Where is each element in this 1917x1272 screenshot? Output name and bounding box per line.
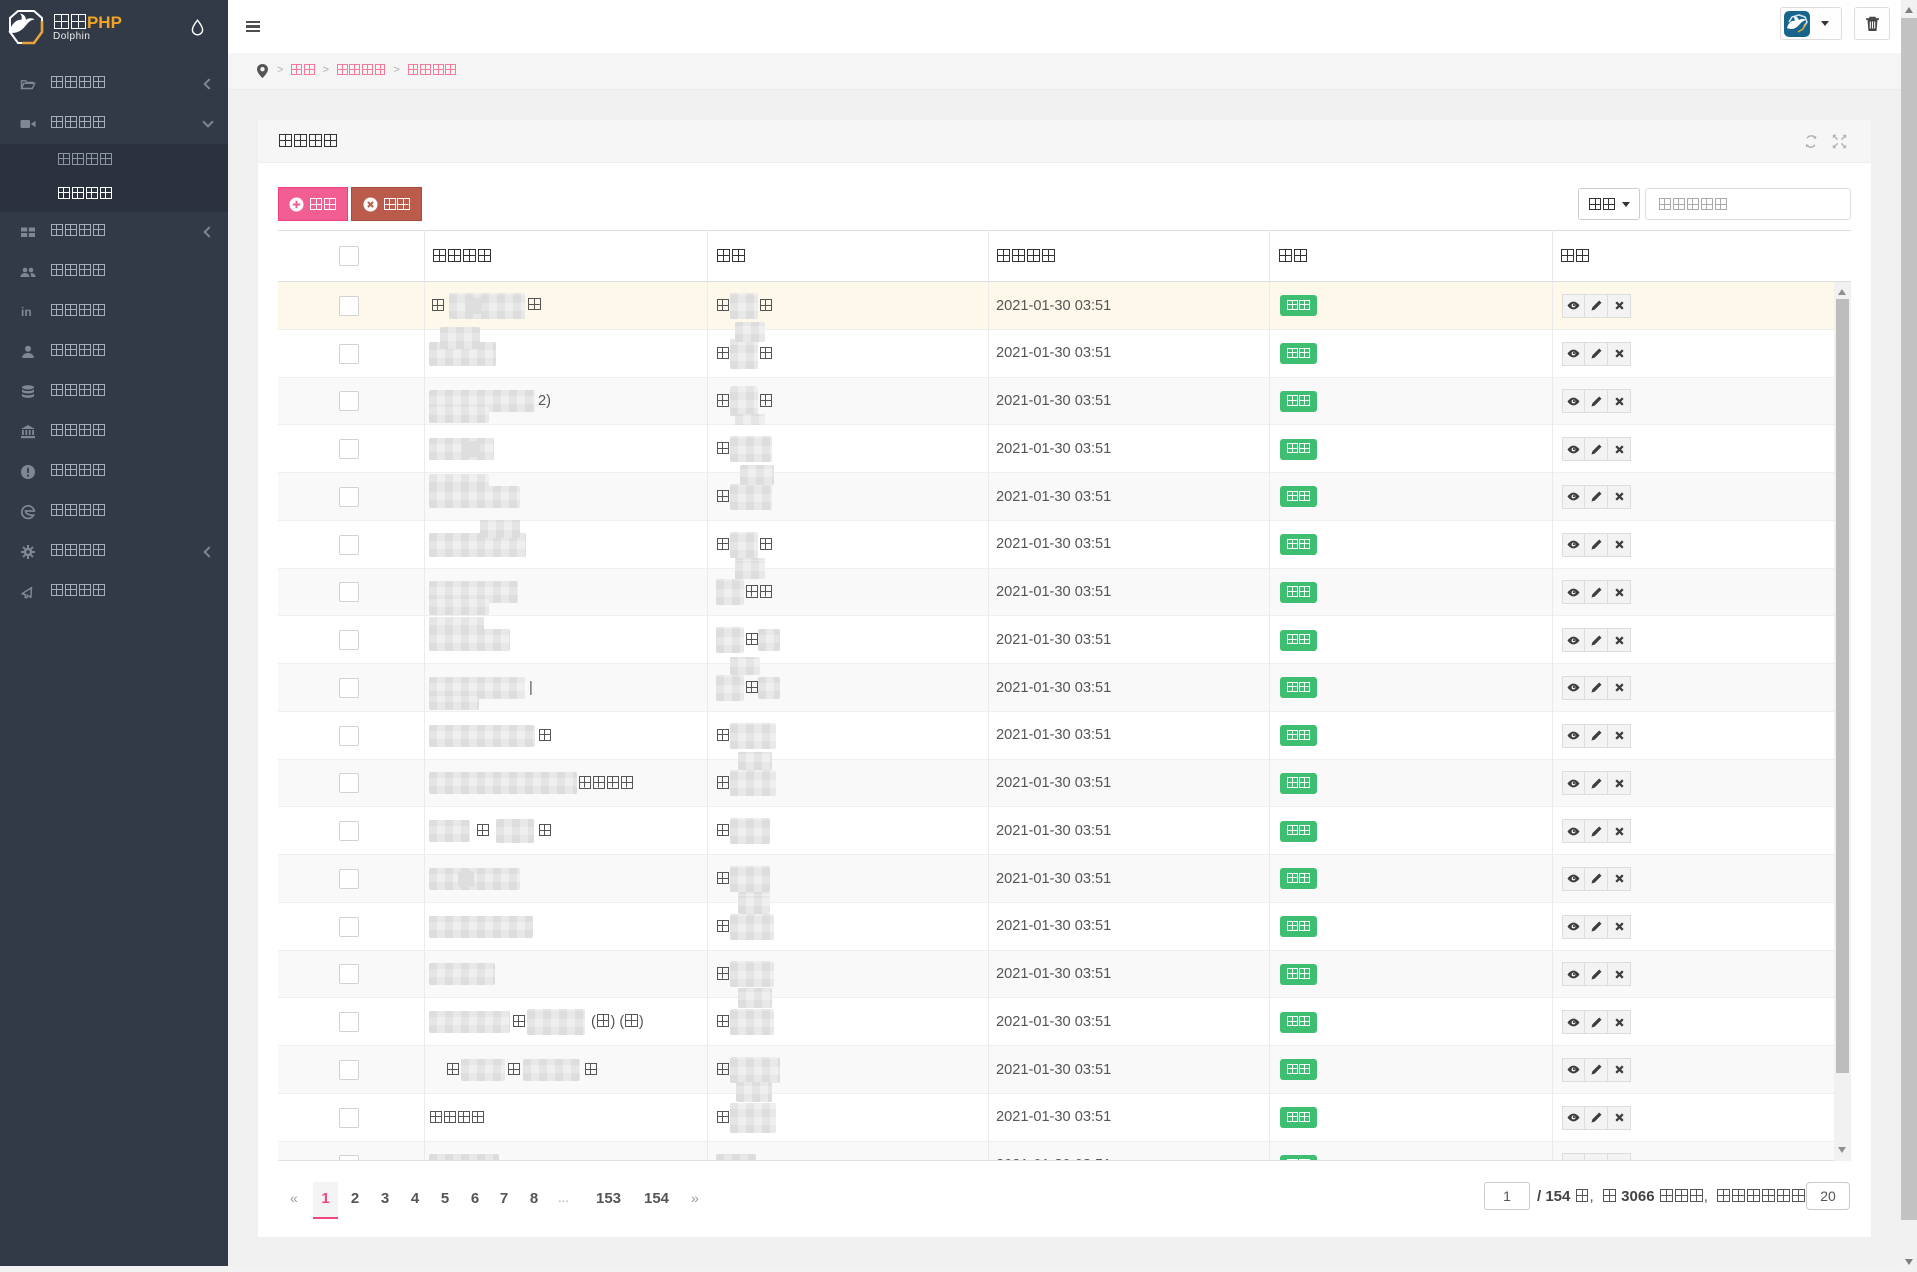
svg-text:in: in <box>21 305 32 319</box>
